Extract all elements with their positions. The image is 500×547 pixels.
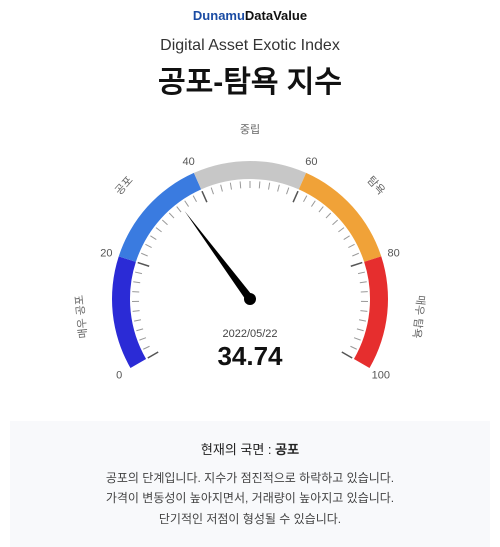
gauge-tick-minor (221, 185, 223, 192)
gauge-needle (184, 211, 253, 302)
description-line: 가격이 변동성이 높아지면서, 거래량이 높아지고 있습니다. (24, 488, 476, 508)
description-head-state: 공포 (275, 442, 299, 457)
gauge-tick-minor (162, 220, 167, 225)
description-line: 단기적인 저점이 형성될 수 있습니다. (24, 509, 476, 529)
gauge-tick-minor (136, 329, 143, 331)
description-head-prefix: 현재의 국면 : (201, 442, 275, 457)
gauge-tick-minor (135, 272, 142, 274)
gauge-tick-label: 20 (100, 247, 112, 259)
gauge-tick-minor (360, 282, 367, 283)
gauge-tick-major (293, 191, 298, 202)
gauge-tick-minor (240, 181, 241, 188)
gauge-tick-minor (357, 329, 364, 331)
gauge-tick-minor (326, 213, 331, 218)
description-heading: 현재의 국면 : 공포 (24, 439, 476, 458)
gauge-zone-label: 매우 탐욕 (410, 294, 427, 339)
gauge-tick-label: 0 (116, 370, 122, 382)
gauge-value: 34.74 (217, 341, 283, 371)
gauge-tick-minor (360, 311, 367, 312)
gauge-tick-major (138, 263, 149, 267)
gauge-tick-minor (169, 213, 174, 218)
gauge-zone-label: 탐욕 (364, 174, 387, 198)
gauge-tick-minor (319, 207, 323, 212)
logo-part2: DataValue (245, 8, 307, 23)
gauge-tick-label: 80 (387, 247, 399, 259)
gauge-tick-minor (278, 185, 280, 192)
gauge-tick-label: 100 (372, 370, 390, 382)
gauge-zone-label: 매우 공포 (73, 294, 90, 339)
gauge-tick-minor (139, 338, 146, 340)
page-title: 공포-탐욕 지수 (0, 57, 500, 101)
gauge-tick-minor (150, 236, 156, 240)
gauge-date: 2022/05/22 (222, 328, 277, 340)
logo-part1: Dunamu (193, 8, 245, 23)
gauge-tick-label: 40 (182, 156, 194, 168)
gauge-tick-major (342, 352, 352, 358)
description-line: 공포의 단계입니다. 지수가 점진적으로 하락하고 있습니다. (24, 468, 476, 488)
gauge-tick-major (351, 263, 362, 267)
subtitle: Digital Asset Exotic Index (0, 37, 500, 55)
gauge-tick-minor (133, 282, 140, 283)
gauge-zone-label: 중립 (240, 123, 260, 136)
gauge-tick-major (148, 352, 158, 358)
gauge-tick-minor (332, 220, 337, 225)
gauge-tick-minor (143, 346, 149, 349)
gauge-tick-minor (287, 188, 289, 195)
gauge-tick-minor (185, 201, 189, 207)
gauge-tick-minor (133, 311, 140, 312)
gauge-tick-minor (354, 338, 361, 340)
gauge-tick-minor (303, 196, 306, 202)
gauge-tick-major (202, 191, 207, 202)
gauge-tick-minor (358, 272, 365, 274)
gauge-tick-minor (350, 346, 356, 349)
gauge-needle-hub (244, 293, 256, 305)
gauge-tick-minor (193, 196, 196, 202)
gauge-tick-minor (141, 253, 147, 256)
gauge-tick-minor (177, 207, 181, 212)
gauge-tick-minor (156, 228, 162, 232)
brand-logo: DunamuDataValue (0, 0, 500, 27)
gauge-tick-minor (359, 320, 366, 321)
gauge-tick-minor (348, 244, 354, 247)
gauge-tick-minor (230, 183, 231, 190)
gauge-tick-minor (269, 183, 270, 190)
gauge-tick-minor (338, 228, 344, 232)
gauge-zone-label: 공포 (113, 174, 135, 197)
gauge-tick-minor (134, 320, 141, 321)
description-box: 현재의 국면 : 공포 공포의 단계입니다. 지수가 점진적으로 하락하고 있습… (10, 421, 490, 547)
gauge-tick-minor (259, 181, 260, 188)
gauge-tick-minor (145, 244, 151, 247)
gauge-tick-label: 60 (305, 156, 317, 168)
gauge-tick-minor (311, 201, 315, 207)
gauge-tick-minor (211, 188, 213, 195)
gauge-chart: 0 20 40 60 80 100 매우 공포 공포 중립탐욕매우 탐욕 2022/05/2234… (60, 109, 440, 409)
gauge-tick-minor (344, 236, 350, 240)
gauge-tick-minor (352, 253, 358, 256)
